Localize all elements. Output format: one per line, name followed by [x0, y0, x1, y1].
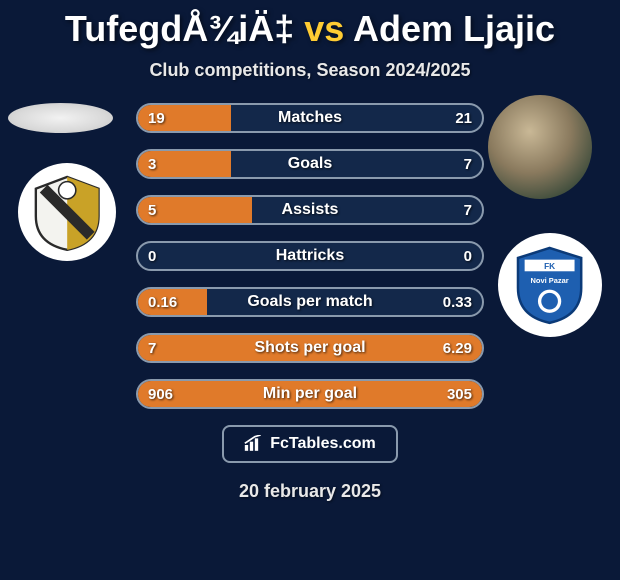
- stat-row: 76.29Shots per goal: [136, 333, 484, 363]
- player-left-name: TufegdÅ¾iÄ‡: [65, 8, 294, 49]
- comparison-stage: FK Novi Pazar 1921Matches 37Goals 57Assist…: [0, 103, 620, 409]
- stat-row: 57Assists: [136, 195, 484, 225]
- svg-text:FK: FK: [544, 261, 555, 271]
- stat-row: 906305Min per goal: [136, 379, 484, 409]
- stat-row: 00Hattricks: [136, 241, 484, 271]
- stat-bars: 1921Matches 37Goals 57Assists 00Hattricks 0.…: [136, 103, 484, 409]
- stat-label: Goals: [138, 151, 482, 177]
- vs-word: vs: [304, 8, 344, 49]
- season-subtitle: Club competitions, Season 2024/2025: [0, 60, 620, 81]
- branding-text: FcTables.com: [270, 435, 376, 453]
- shield-icon: [28, 173, 106, 251]
- shield-icon: FK Novi Pazar: [508, 243, 591, 326]
- chart-icon: [244, 435, 264, 453]
- stat-label: Min per goal: [138, 381, 482, 407]
- player-left-avatar: [8, 103, 113, 133]
- player-right-avatar: [488, 95, 592, 199]
- branding-badge: FcTables.com: [222, 425, 398, 463]
- comparison-date: 20 february 2025: [0, 481, 620, 502]
- stat-label: Goals per match: [138, 289, 482, 315]
- club-right-crest: FK Novi Pazar: [498, 233, 602, 337]
- svg-text:Novi Pazar: Novi Pazar: [531, 276, 569, 285]
- stat-row: 37Goals: [136, 149, 484, 179]
- comparison-title: TufegdÅ¾iÄ‡ vs Adem Ljajic: [0, 0, 620, 50]
- stat-label: Shots per goal: [138, 335, 482, 361]
- stat-label: Assists: [138, 197, 482, 223]
- stat-row: 1921Matches: [136, 103, 484, 133]
- player-right-name: Adem Ljajic: [353, 8, 555, 49]
- stat-row: 0.160.33Goals per match: [136, 287, 484, 317]
- stat-label: Matches: [138, 105, 482, 131]
- stat-label: Hattricks: [138, 243, 482, 269]
- club-left-crest: [18, 163, 116, 261]
